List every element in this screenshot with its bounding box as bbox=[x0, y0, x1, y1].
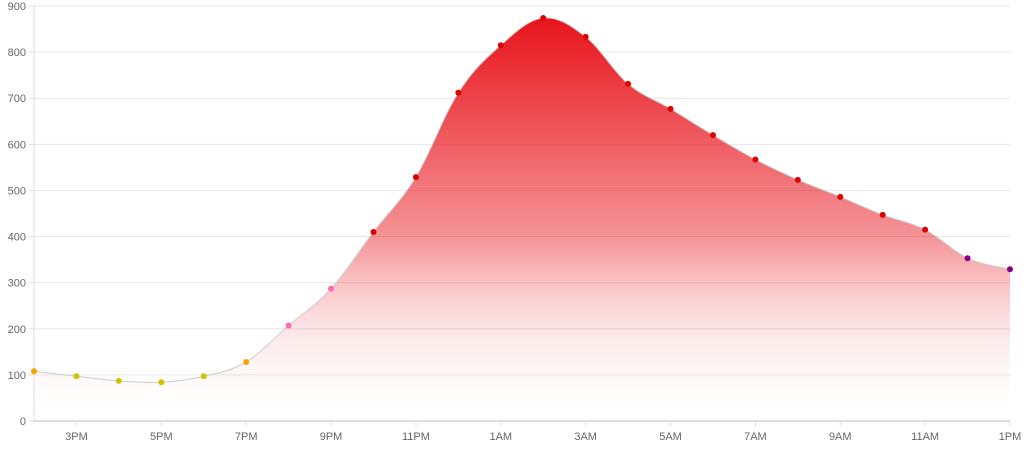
data-point bbox=[837, 193, 844, 200]
data-point bbox=[115, 377, 122, 384]
data-point bbox=[625, 80, 632, 87]
data-point bbox=[540, 14, 547, 21]
x-tick-label: 3PM bbox=[65, 431, 88, 443]
data-point bbox=[73, 373, 80, 380]
data-point bbox=[328, 285, 335, 292]
y-tick-label: 600 bbox=[8, 139, 26, 151]
data-point bbox=[200, 373, 207, 380]
y-tick-label: 800 bbox=[8, 47, 26, 59]
axes: 0 100 200 300 400 500 600 700 800 900 3PM 5PM 7PM 9PM… bbox=[8, 1, 1022, 443]
y-tick-label: 100 bbox=[8, 370, 26, 382]
x-tick-label: 7PM bbox=[235, 431, 258, 443]
data-point bbox=[1007, 266, 1013, 273]
data-point bbox=[243, 358, 250, 365]
y-tick-label: 500 bbox=[8, 185, 26, 197]
area-series bbox=[33, 17, 1011, 421]
data-point bbox=[922, 226, 929, 233]
y-tick-label: 400 bbox=[8, 232, 26, 244]
data-point bbox=[455, 89, 462, 96]
y-tick-label: 900 bbox=[8, 1, 26, 13]
data-point bbox=[709, 132, 716, 139]
x-tick-label: 7AM bbox=[744, 431, 767, 443]
x-tick-label: 5PM bbox=[150, 431, 173, 443]
x-tick-label: 5AM bbox=[659, 431, 682, 443]
data-point bbox=[582, 33, 589, 40]
x-tick-label: 9AM bbox=[829, 431, 852, 443]
data-point bbox=[31, 368, 37, 375]
data-point bbox=[158, 379, 165, 386]
y-tick-label: 300 bbox=[8, 278, 26, 290]
y-tick-label: 0 bbox=[20, 416, 26, 428]
x-tick-label: 11PM bbox=[402, 431, 430, 443]
data-point bbox=[879, 211, 886, 218]
y-tick-label: 200 bbox=[8, 324, 26, 336]
x-tick-label: 11AM bbox=[911, 431, 939, 443]
x-tick-label: 1PM bbox=[999, 431, 1022, 443]
data-point bbox=[412, 174, 419, 181]
data-point bbox=[667, 105, 674, 112]
data-point bbox=[497, 42, 504, 49]
data-point bbox=[370, 228, 377, 235]
x-tick-label: 9PM bbox=[320, 431, 343, 443]
y-tick-label: 700 bbox=[8, 93, 26, 105]
data-point bbox=[964, 255, 971, 262]
data-points bbox=[31, 14, 1013, 386]
x-tick-label: 1AM bbox=[489, 431, 512, 443]
x-tick-label: 3AM bbox=[574, 431, 597, 443]
area-fill bbox=[34, 17, 1010, 421]
data-point bbox=[752, 156, 759, 163]
data-point bbox=[794, 176, 801, 183]
data-point bbox=[285, 322, 292, 329]
